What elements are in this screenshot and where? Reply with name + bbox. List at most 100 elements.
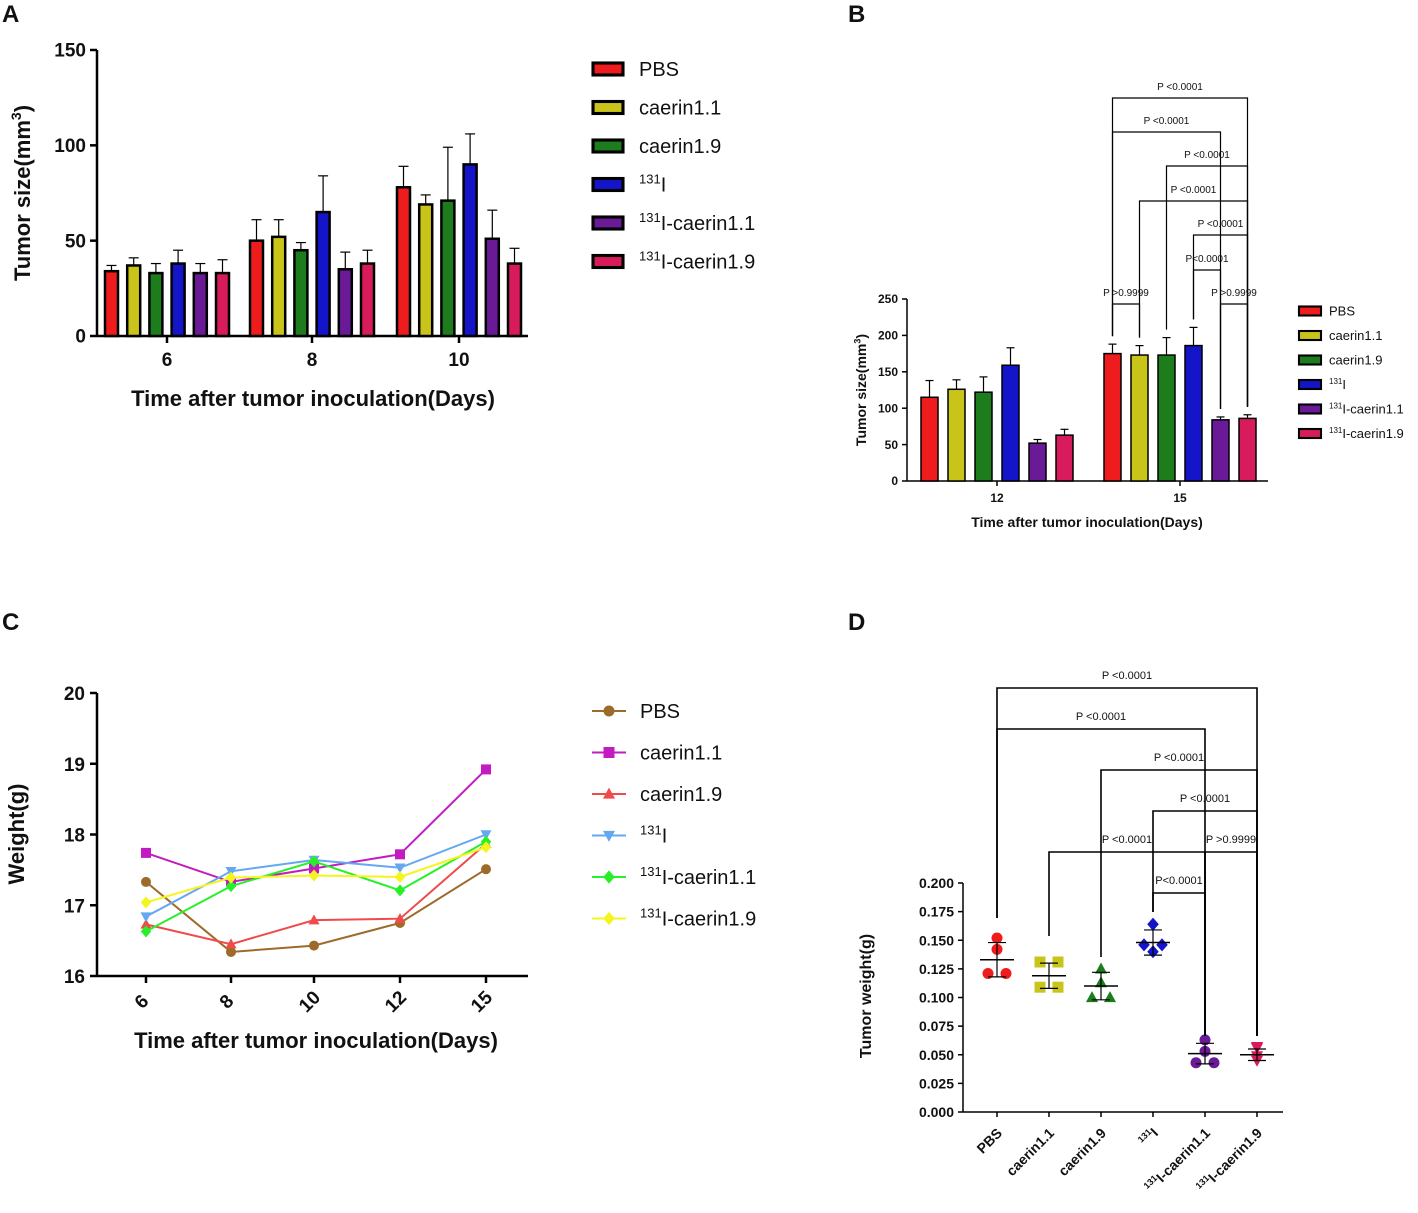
significance-label: P <0.0001 (1154, 752, 1204, 764)
legend-swatch (1297, 305, 1323, 317)
y-axis-title: Weight(g) (4, 783, 29, 884)
data-point (225, 938, 237, 949)
legend-marker (602, 830, 616, 842)
legend-swatch (591, 176, 625, 193)
data-point (308, 855, 320, 868)
significance-label: P <0.0001 (1144, 116, 1190, 127)
significance-label: P<0.0001 (1155, 875, 1202, 887)
data-point (991, 932, 1003, 944)
y-axis-title: Tumor size(mm3) (852, 334, 869, 446)
legend-swatch (1297, 378, 1323, 391)
significance-label: P<0.0001 (1185, 254, 1229, 265)
bar (170, 262, 186, 338)
legend-swatch (1297, 403, 1323, 415)
data-point (1034, 981, 1046, 993)
data-point (225, 880, 237, 893)
y-tick-label: 0 (891, 474, 898, 488)
bar (1028, 442, 1047, 482)
legend-swatch (591, 99, 625, 116)
data-point (309, 940, 319, 951)
legend-label: 131I-caerin1.9 (1329, 426, 1404, 441)
panel-c-line-chart: 16 17 18 19 20 6 8 10 12 15 PBS caerin1.1 caerin1.9 1… (4, 684, 756, 1053)
x-tick-label: 8 (216, 991, 238, 1013)
data-point (141, 847, 151, 858)
x-tick-label: 131I (1136, 1124, 1161, 1149)
x-tick-label: 12 (381, 987, 411, 1017)
legend-marker (603, 870, 615, 884)
data-point (226, 946, 236, 957)
legend-label: caerin1.9 (1329, 353, 1382, 368)
legend-marker (603, 705, 615, 717)
data-point (1000, 967, 1012, 979)
x-tick-label: caerin1.1 (1003, 1125, 1057, 1179)
bar (293, 248, 309, 338)
legend-label: caerin1.1 (639, 98, 721, 120)
bar (462, 163, 478, 338)
legend-label: 131I (639, 172, 666, 197)
bar (920, 396, 939, 482)
x-tick-label: 6 (162, 350, 173, 371)
x-tick-label: 10 (295, 987, 325, 1017)
bar (440, 199, 456, 338)
y-tick-label: 50 (65, 231, 86, 252)
significance-label: P <0.0001 (1102, 670, 1152, 682)
bar (947, 388, 966, 482)
significance-bracket (1204, 851, 1258, 1036)
significance-label: P <0.0001 (1076, 711, 1126, 723)
bar (1055, 434, 1074, 482)
x-tick-label: 15 (467, 987, 497, 1017)
y-tick-label: 200 (878, 329, 898, 343)
panel-a-bar-chart: 0 50 100 150 6 8 10 Time after tumor inoculatio… (8, 41, 755, 411)
data-point (1156, 938, 1168, 952)
x-tick-label: 6 (131, 991, 153, 1013)
panel-b-bar-chart: 0 50 100 150 200 250 12 15 Time after tumor inoc… (852, 82, 1403, 530)
legend-swatch (1297, 329, 1323, 342)
data-point (394, 884, 406, 897)
significance-label: P <0.0001 (1102, 834, 1152, 846)
legend-label: 131I-caerin1.1 (639, 210, 755, 235)
data-point (1199, 1034, 1211, 1046)
data-point (1085, 991, 1099, 1003)
bar (359, 262, 376, 338)
x-tick-label: 8 (307, 350, 318, 371)
bar (1103, 352, 1122, 482)
bar (506, 262, 523, 338)
bar (484, 237, 501, 338)
x-tick-label: PBS (973, 1125, 1005, 1157)
y-tick-label: 17 (64, 896, 85, 917)
legend-swatch (1297, 354, 1323, 366)
bar (337, 268, 354, 338)
legend-swatch (591, 215, 625, 231)
legend-label: 131I (640, 823, 667, 848)
legend-swatch (591, 253, 625, 270)
significance-label: P <0.0001 (1157, 82, 1203, 93)
bar (270, 235, 287, 338)
legend-label: PBS (639, 59, 679, 81)
legend-swatch (591, 61, 625, 77)
data-point (308, 914, 320, 925)
bar (103, 269, 120, 338)
bar (248, 239, 265, 338)
y-tick-label: 0.000 (919, 1104, 954, 1120)
data-point (394, 870, 406, 883)
y-tick-label: 18 (64, 826, 85, 847)
bar (1001, 364, 1020, 482)
bar (395, 186, 412, 338)
y-tick-label: 0.050 (919, 1047, 954, 1063)
data-point (1147, 917, 1159, 931)
y-axis-title: Tumor weight(g) (858, 934, 875, 1058)
x-axis-title: Time after tumor inoculation(Days) (131, 386, 495, 411)
legend-marker (603, 747, 615, 758)
y-tick-label: 0.150 (919, 932, 954, 948)
y-axis-title: Tumor size(mm3) (8, 105, 35, 281)
y-tick-label: 50 (885, 438, 899, 452)
data-point (395, 849, 405, 860)
data-point (308, 869, 320, 882)
y-tick-label: 0 (75, 327, 86, 348)
legend-swatch (1297, 427, 1323, 440)
y-tick-label: 150 (878, 365, 898, 379)
bar (1184, 344, 1203, 482)
significance-label: P >0.9999 (1103, 288, 1149, 299)
data-point (394, 863, 406, 874)
data-point (141, 876, 151, 887)
